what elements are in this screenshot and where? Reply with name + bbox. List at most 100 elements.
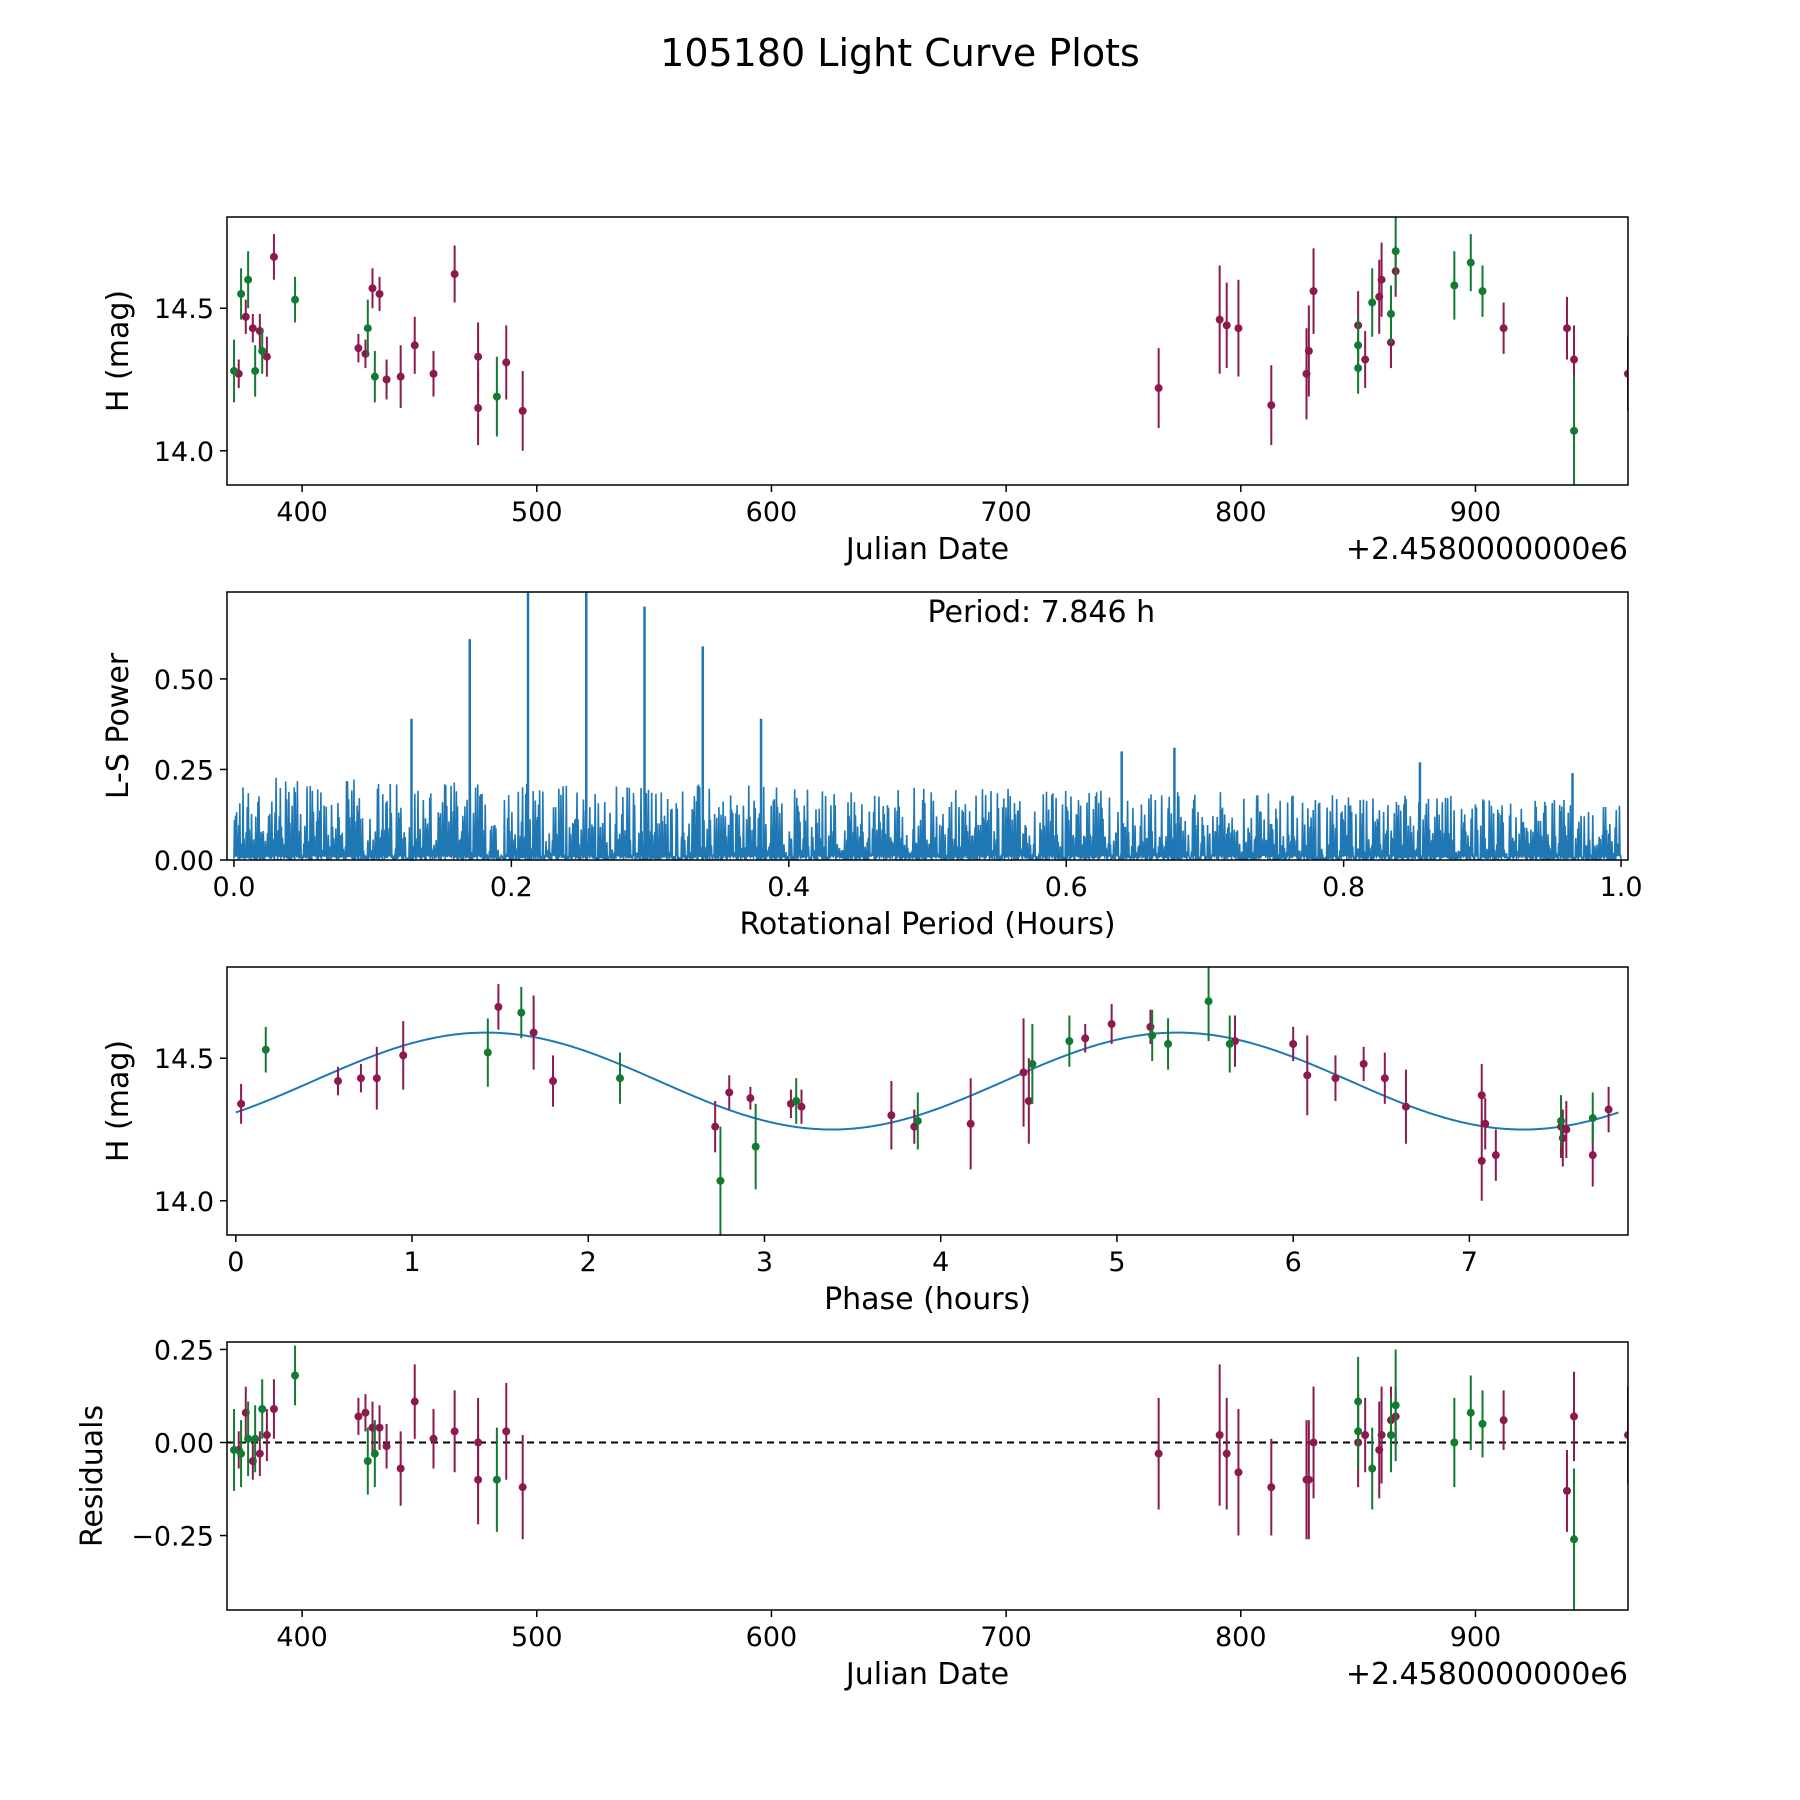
data-point (518, 1483, 527, 1492)
data-point (1380, 1074, 1389, 1083)
x-axis-label: Rotational Period (Hours) (739, 907, 1115, 942)
data-point (1386, 309, 1395, 318)
series-red (234, 1364, 1628, 1540)
chart-phased: 0 1 2 3 4 5 6 7 14.0 14.5 Phase (hours) H (mag) (101, 966, 1629, 1317)
data-point (237, 1449, 246, 1458)
data-point (1624, 369, 1628, 378)
data-point (792, 1097, 801, 1105)
data-point (1309, 287, 1318, 296)
chart-periodogram: 0.0 0.2 0.4 0.6 0.8 1.0 0.00 0.25 0.50 Rotational… (101, 591, 1643, 942)
data-point (361, 1408, 370, 1417)
data-point (1289, 1039, 1298, 1048)
data-point (502, 1427, 511, 1436)
data-point (1391, 247, 1400, 256)
data-point (1478, 1419, 1487, 1428)
data-point (396, 1464, 405, 1473)
data-point (1309, 1438, 1318, 1447)
series-red (237, 984, 1613, 1201)
data-point (262, 352, 271, 361)
x-tick-label: 1.0 (1600, 872, 1643, 903)
data-point (1225, 1039, 1234, 1048)
x-tick-label: 0 (227, 1247, 244, 1278)
data-point (1570, 1412, 1579, 1421)
data-point (1154, 1449, 1163, 1458)
data-point (1477, 1091, 1486, 1100)
data-point (1019, 1068, 1028, 1077)
data-point (517, 1008, 526, 1017)
data-point (1024, 1097, 1033, 1105)
data-point (1146, 1022, 1155, 1031)
data-point (230, 1445, 239, 1454)
data-point (711, 1122, 720, 1131)
y-axis-label: L-S Power (101, 652, 136, 799)
data-point (1562, 1125, 1571, 1134)
chart-lightcurve: 400 500 600 700 800 900 14.0 14.5 Julian Date H (… (101, 216, 1629, 567)
data-point (1368, 1464, 1377, 1473)
data-point (1028, 1059, 1037, 1068)
data-point (1499, 1416, 1508, 1425)
x-tick-label: 7 (1461, 1247, 1478, 1278)
x-tick-label: 0.0 (212, 872, 255, 903)
x-axis-label: Julian Date (844, 532, 1009, 567)
x-tick-label: 6 (1285, 1247, 1302, 1278)
y-tick-label: 14.0 (154, 437, 214, 468)
x-tick-label: 4 (932, 1247, 949, 1278)
data-point (1234, 324, 1243, 333)
data-point (1222, 321, 1231, 330)
data-point (1477, 1156, 1486, 1165)
data-point (1148, 1031, 1157, 1040)
data-point (1604, 1105, 1613, 1114)
data-point (1499, 324, 1508, 333)
data-point (518, 406, 527, 415)
data-point (1267, 1483, 1276, 1492)
data-point (354, 1412, 363, 1421)
x-tick-label: 400 (276, 1622, 328, 1653)
series-green (230, 217, 1579, 485)
data-point (354, 344, 363, 353)
data-point (1377, 275, 1386, 284)
y-axis-label: H (mag) (101, 290, 136, 412)
x-tick-label: 600 (746, 497, 798, 528)
data-point (237, 289, 246, 298)
x-axis-label: Julian Date (844, 1657, 1009, 1692)
data-point (492, 1475, 501, 1484)
y-tick-label: 0.25 (154, 1335, 214, 1366)
data-point (1354, 364, 1363, 373)
data-point (230, 366, 239, 375)
data-point (1588, 1151, 1597, 1160)
data-point (966, 1119, 975, 1128)
data-point (382, 1442, 391, 1451)
model-curve (235, 1031, 1619, 1131)
data-point (474, 404, 483, 413)
x-tick-label: 400 (276, 497, 328, 528)
series-red (234, 234, 1628, 451)
x-tick-label: 0.4 (767, 872, 810, 903)
data-point (1065, 1037, 1074, 1046)
data-point (1081, 1034, 1090, 1043)
data-point (450, 270, 459, 279)
data-point (1234, 1468, 1243, 1477)
data-point (1154, 384, 1163, 393)
y-axis-label: Residuals (75, 1405, 110, 1547)
data-point (1391, 1401, 1400, 1410)
data-point (1331, 1074, 1340, 1083)
x-tick-label: 0.8 (1322, 872, 1365, 903)
data-point (375, 1423, 384, 1432)
data-point (1267, 401, 1276, 410)
data-point (1588, 1114, 1597, 1123)
y-tick-label: 0.00 (154, 1429, 214, 1460)
data-point (1361, 355, 1370, 364)
data-point (372, 1074, 381, 1083)
x-tick-label: 0.6 (1045, 872, 1088, 903)
data-point (1570, 426, 1579, 435)
period-annotation: Period: 7.846 h (928, 595, 1156, 630)
x-tick-label: 800 (1215, 1622, 1267, 1653)
data-point (1562, 324, 1571, 333)
y-tick-label: 14.5 (154, 294, 214, 325)
data-point (248, 324, 257, 333)
y-tick-label: −0.25 (131, 1522, 214, 1553)
data-point (1491, 1151, 1500, 1160)
x-offset-label: +2.4580000000e6 (1346, 1657, 1628, 1692)
data-point (1466, 258, 1475, 267)
